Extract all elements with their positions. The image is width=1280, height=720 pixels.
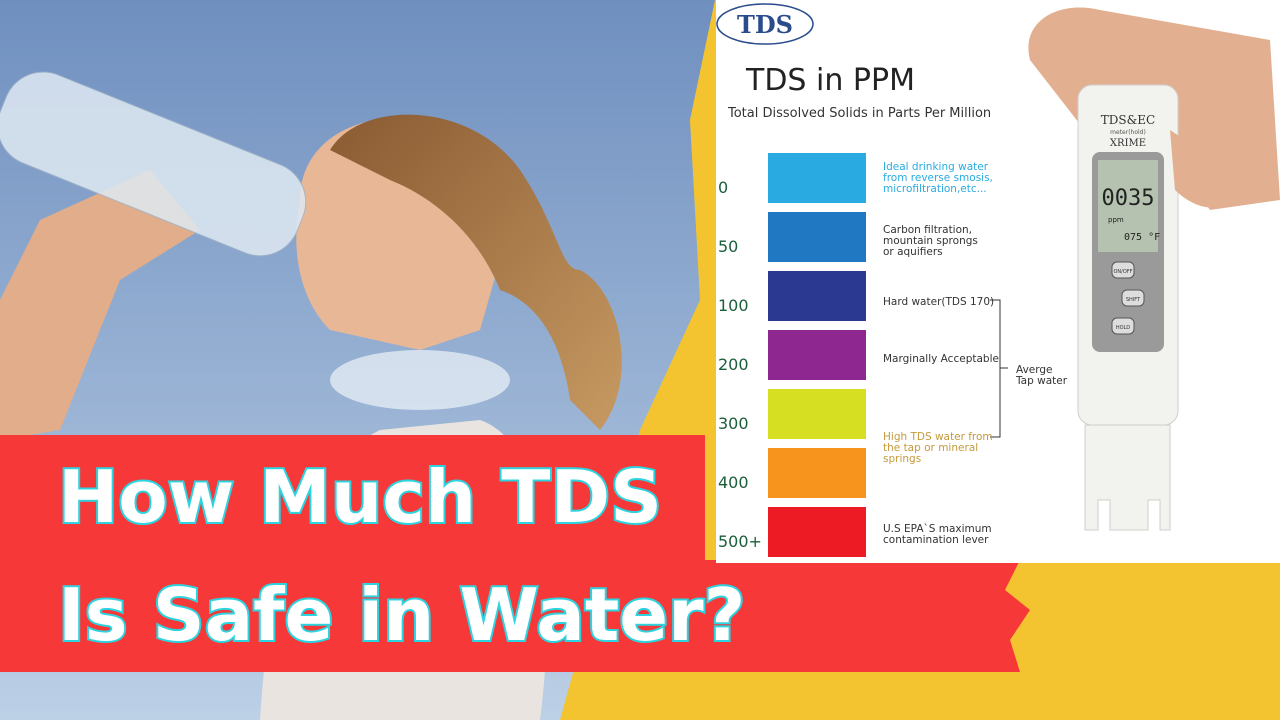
level-note: the tap or mineral <box>883 442 978 454</box>
headline-line: How Much TDS <box>58 455 662 539</box>
headline-banner <box>0 435 1030 672</box>
level-swatch <box>768 212 866 262</box>
level-label: 0 <box>718 178 728 197</box>
infographic-title: TDS in PPM <box>745 63 915 98</box>
level-note: mountain sprongs <box>883 235 978 247</box>
cloud <box>330 350 510 410</box>
tds-meter: TDS&EC meter(hold) XRIME 0035 ppm 075 °F… <box>1028 7 1280 531</box>
level-swatch <box>768 448 866 498</box>
level-label: 400 <box>718 473 749 492</box>
logo: TDS <box>737 10 793 39</box>
level-swatch <box>768 271 866 321</box>
level-note: Ideal drinking water <box>883 161 989 173</box>
level-label: 200 <box>718 355 749 374</box>
bracket <box>990 299 1008 438</box>
level-note: contamination lever <box>883 534 989 546</box>
level-swatch <box>768 507 866 557</box>
headline-line: Is Safe in Water? <box>58 573 745 657</box>
level-note: from reverse smosis, <box>883 172 993 184</box>
level-note: Carbon filtration, <box>883 224 972 236</box>
level-label: 50 <box>718 237 738 256</box>
meter-note: meter(hold) <box>1110 129 1146 136</box>
meter-button: SHIFT <box>1126 297 1141 303</box>
level-note: U.S EPA`S maximum <box>883 523 992 535</box>
level-label: 100 <box>718 296 749 315</box>
meter-button: ON/OFF <box>1113 269 1132 275</box>
bracket-note: Tap water <box>1015 375 1068 387</box>
level-label: 300 <box>718 414 749 433</box>
level-note: or aquifiers <box>883 246 943 258</box>
logo-oval <box>716 3 814 45</box>
level-swatch <box>768 389 866 439</box>
level-swatch <box>768 153 866 203</box>
meter-button: HOLD <box>1116 325 1130 331</box>
level-label: 500+ <box>718 532 762 551</box>
level-note: microfiltration,etc... <box>883 183 987 195</box>
level-note: springs <box>883 453 921 465</box>
level-note: Marginally Acceptable <box>883 353 999 365</box>
level-note: High TDS water from <box>883 431 993 443</box>
level-swatch <box>768 330 866 380</box>
meter-unit: ppm <box>1108 216 1124 224</box>
meter-temperature: 075 °F <box>1124 232 1160 243</box>
infographic-subtitle: Total Dissolved Solids in Parts Per Mill… <box>727 106 991 121</box>
meter-brand: TDS&EC <box>1101 113 1155 127</box>
meter-reading: 0035 <box>1102 186 1155 211</box>
bracket-note: Averge <box>1016 364 1053 376</box>
meter-model: XRIME <box>1110 138 1146 149</box>
level-note: Hard water(TDS 170) <box>883 296 994 308</box>
